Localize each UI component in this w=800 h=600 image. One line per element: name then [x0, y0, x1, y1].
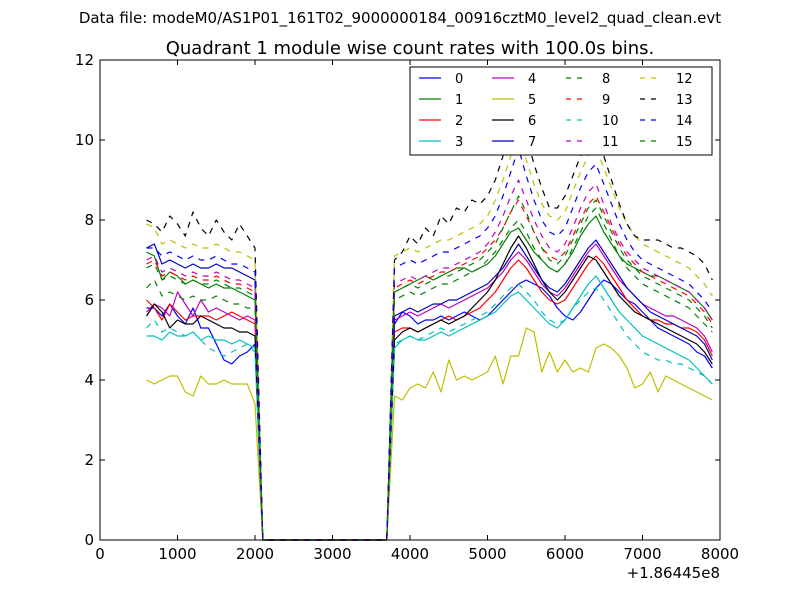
- legend-label: 0: [455, 72, 463, 87]
- legend-label: 13: [676, 93, 693, 108]
- legend-item-9: 9: [566, 93, 610, 108]
- y-tick-label: 4: [84, 371, 94, 389]
- legend-label: 14: [676, 114, 693, 129]
- legend-item-6: 6: [492, 114, 536, 129]
- legend-item-11: 11: [566, 135, 619, 150]
- legend-item-4: 4: [492, 72, 536, 87]
- series-line-13: [146, 99, 713, 541]
- y-tick-label: 6: [84, 291, 94, 309]
- series-line-12: [146, 135, 713, 541]
- legend-label: 11: [602, 135, 619, 150]
- series-line-9: [146, 195, 713, 541]
- y-tick-label: 10: [75, 131, 94, 149]
- series-line-15: [146, 195, 713, 541]
- series-line-0: [146, 279, 713, 541]
- series-lines: [145, 99, 713, 541]
- x-tick-label: 5000: [468, 545, 506, 563]
- series-line-4: [146, 243, 713, 541]
- axis-ticks: 0 1000 2000 3000 4000 5000 6000 7000 80000246810…: [75, 51, 739, 563]
- figure-suptitle: Data file: modeM0/AS1P01_161T02_90000001…: [79, 9, 721, 28]
- legend-label: 9: [602, 93, 610, 108]
- x-tick-label: 2000: [236, 545, 274, 563]
- legend-item-10: 10: [566, 114, 619, 129]
- y-tick-label: 2: [84, 451, 94, 469]
- legend-item-7: 7: [492, 135, 536, 150]
- legend-box: [409, 66, 713, 156]
- series-line-6: [145, 235, 713, 541]
- series-line-10: [146, 283, 713, 541]
- x-tick-label: 0: [95, 545, 105, 563]
- y-tick-label: 8: [84, 211, 94, 229]
- series-line-7: [146, 239, 713, 541]
- x-axis-offset-label: +1.86445e8: [627, 564, 720, 582]
- legend-label: 12: [676, 72, 693, 87]
- legend-label: 4: [528, 72, 536, 87]
- x-tick-label: 8000: [701, 545, 739, 563]
- legend-label: 5: [528, 93, 536, 108]
- legend-item-14: 14: [640, 114, 693, 129]
- legend-item-8: 8: [566, 72, 610, 87]
- y-tick-label: 12: [75, 51, 94, 69]
- legend-label: 3: [455, 135, 463, 150]
- legend-item-0: 0: [419, 72, 463, 87]
- legend-label: 1: [455, 93, 463, 108]
- legend-label: 15: [676, 135, 693, 150]
- legend-item-13: 13: [640, 93, 693, 108]
- legend-label: 2: [455, 114, 463, 129]
- x-tick-label: 3000: [313, 545, 351, 563]
- legend-item-3: 3: [419, 135, 463, 150]
- chart-title: Quadrant 1 module wise count rates with …: [166, 38, 655, 59]
- x-tick-label: 1000: [158, 545, 196, 563]
- x-tick-label: 7000: [623, 545, 661, 563]
- x-tick-label: 6000: [546, 545, 584, 563]
- legend-item-1: 1: [419, 93, 463, 108]
- series-line-11: [146, 179, 713, 541]
- series-line-5: [146, 327, 713, 541]
- y-tick-label: 0: [84, 531, 94, 549]
- legend-label: 8: [602, 72, 610, 87]
- series-line-3: [146, 275, 713, 541]
- legend-item-15: 15: [640, 135, 693, 150]
- legend-label: 7: [528, 135, 536, 150]
- legend-item-2: 2: [419, 114, 463, 129]
- legend-item-12: 12: [640, 72, 693, 87]
- x-tick-label: 4000: [391, 545, 429, 563]
- legend-label: 10: [602, 114, 619, 129]
- legend-item-5: 5: [492, 93, 536, 108]
- legend-label: 6: [528, 114, 536, 129]
